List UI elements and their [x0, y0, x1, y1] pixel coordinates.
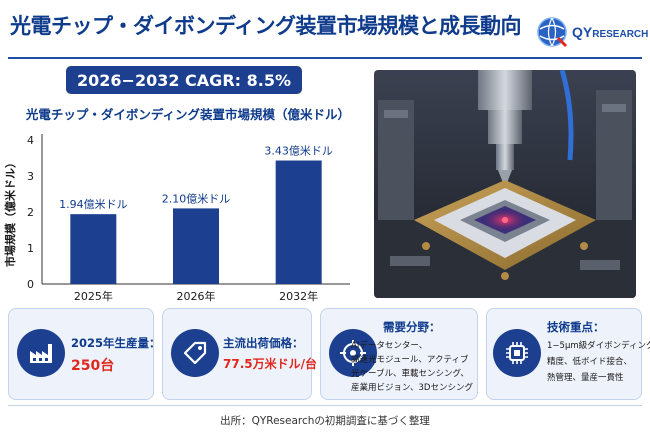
demand-fields-line: 光ケーブル、車載センシング、	[351, 369, 469, 379]
header-divider	[8, 57, 642, 59]
y-tick-label: 3	[27, 170, 34, 183]
technology-focus-line: 1−5μm級ダイボンディング	[547, 341, 650, 351]
die-bonding-equipment-photo	[374, 70, 636, 298]
y-tick-label: 1	[27, 242, 34, 255]
chart-title: 光電チップ・ダイボンディング装置市場規模（億米ドル）	[25, 107, 351, 122]
y-axis-label: 市場規模（億米ドル）	[3, 157, 17, 267]
shipment-price-label: 主流出荷価格：	[223, 336, 304, 350]
logo-wordmark: QYRESEARCH	[572, 24, 649, 40]
source-note: 出所：QYResearchの初期調査に基づく整理	[220, 415, 430, 427]
bar	[173, 208, 219, 284]
info-cards: 2025年生産量： 250台 主流出荷価格： 77.5万米ドル/台 需要分野： …	[8, 308, 650, 400]
qyresearch-logo: QYRESEARCH	[536, 16, 649, 48]
globe-logo-icon	[537, 17, 568, 48]
footer-divider	[8, 405, 642, 406]
shipment-price-value: 77.5万米ドル/台	[223, 357, 317, 371]
bar-chart: 市場規模（億米ドル） 0 1 2 3 4 1.94億米ドル 2025年 2.10億米ドル 2026…	[3, 134, 350, 303]
chip-icon	[493, 329, 541, 377]
demand-fields-card: 需要分野： AIデータセンター、 高速光モジュール、アクティブ 光ケーブル、車載…	[320, 308, 478, 400]
production-volume-value: 250台	[71, 358, 115, 374]
technology-focus-label: 技術重点：	[547, 320, 605, 334]
y-tick-label: 2	[27, 206, 34, 219]
data-label: 1.94億米ドル	[59, 198, 128, 211]
demand-fields-line: 高速光モジュール、アクティブ	[351, 355, 469, 365]
y-tick-label: 4	[27, 134, 34, 147]
demand-fields-line: AIデータセンター、	[351, 341, 428, 351]
bar	[275, 160, 322, 284]
demand-fields-line: 産業用ビジョン、3Dセンシング	[351, 383, 473, 393]
equipment-illustration	[374, 70, 636, 298]
production-volume-card: 2025年生産量： 250台	[8, 308, 161, 400]
technology-focus-line: 熱管理、量産一貫性	[547, 373, 624, 383]
factory-icon	[17, 329, 65, 377]
technology-focus-card: 技術重点： 1−5μm級ダイボンディング 精度、低ボイド接合、 熱管理、量産一貫…	[486, 308, 650, 400]
x-tick-label: 2032年	[279, 289, 318, 303]
x-tick-label: 2025年	[74, 289, 113, 303]
page-title: 光電チップ・ダイボンディング装置市場規模と成長動向	[10, 14, 522, 38]
technology-focus-line: 精度、低ボイド接合、	[547, 357, 633, 367]
x-tick-label: 2026年	[177, 289, 216, 303]
header: 光電チップ・ダイボンディング装置市場規模と成長動向 QYRESEARCH	[0, 0, 650, 59]
cagr-banner: 2026−2032 CAGR: 8.5%	[66, 66, 302, 94]
data-label: 2.10億米ドル	[162, 192, 231, 205]
target-icon	[329, 329, 377, 377]
demand-fields-label: 需要分野：	[383, 320, 441, 334]
bar	[70, 214, 117, 284]
y-tick-label: 0	[27, 278, 34, 291]
production-volume-label: 2025年生産量：	[71, 336, 161, 350]
shipment-price-card: 主流出荷価格： 77.5万米ドル/台	[162, 308, 317, 400]
data-label: 3.43億米ドル	[264, 145, 333, 158]
price-tag-icon	[171, 329, 219, 377]
